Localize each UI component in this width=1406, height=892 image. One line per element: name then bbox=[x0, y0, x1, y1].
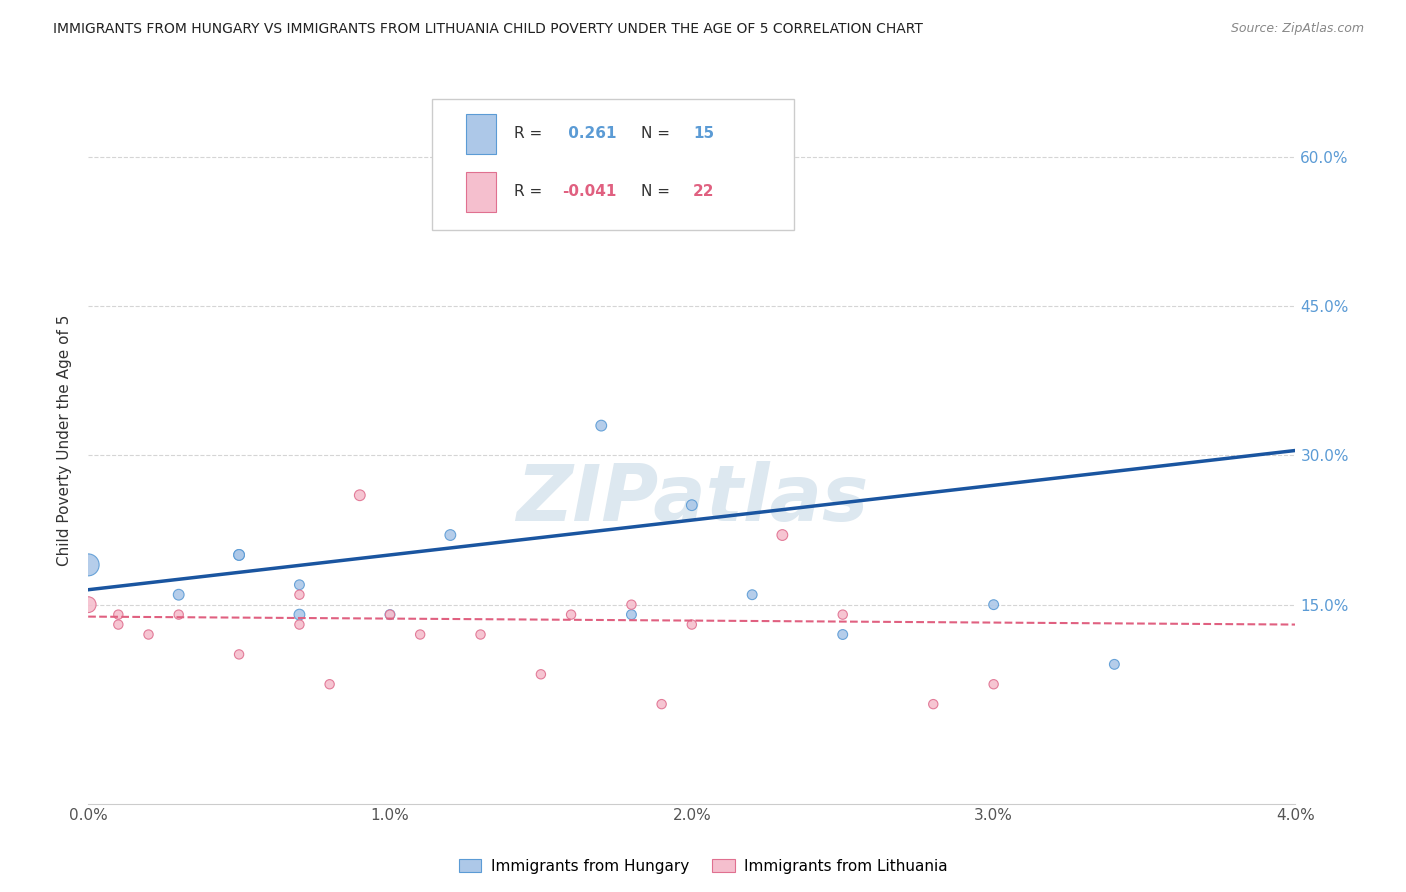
Text: IMMIGRANTS FROM HUNGARY VS IMMIGRANTS FROM LITHUANIA CHILD POVERTY UNDER THE AGE: IMMIGRANTS FROM HUNGARY VS IMMIGRANTS FR… bbox=[53, 22, 924, 37]
Point bbox=[288, 578, 311, 592]
Point bbox=[560, 607, 582, 622]
Point bbox=[228, 648, 250, 662]
Point bbox=[228, 548, 250, 562]
Y-axis label: Child Poverty Under the Age of 5: Child Poverty Under the Age of 5 bbox=[58, 315, 72, 566]
FancyBboxPatch shape bbox=[465, 172, 496, 211]
FancyBboxPatch shape bbox=[465, 114, 496, 153]
Point bbox=[167, 588, 190, 602]
Point bbox=[681, 617, 703, 632]
Text: N =: N = bbox=[641, 185, 675, 199]
Point bbox=[409, 627, 432, 641]
Point bbox=[620, 607, 643, 622]
Point bbox=[681, 498, 703, 512]
Point bbox=[107, 607, 129, 622]
Text: R =: R = bbox=[515, 185, 547, 199]
Point bbox=[591, 418, 613, 433]
Point bbox=[167, 607, 190, 622]
Point bbox=[318, 677, 340, 691]
Point bbox=[620, 598, 643, 612]
Point bbox=[741, 588, 763, 602]
Point bbox=[1104, 657, 1126, 672]
Point bbox=[77, 558, 100, 572]
Point bbox=[983, 598, 1005, 612]
Text: -0.041: -0.041 bbox=[562, 185, 617, 199]
Point bbox=[288, 588, 311, 602]
Point bbox=[470, 627, 492, 641]
Point bbox=[770, 528, 793, 542]
Text: 22: 22 bbox=[693, 185, 714, 199]
Legend: Immigrants from Hungary, Immigrants from Lithuania: Immigrants from Hungary, Immigrants from… bbox=[453, 853, 953, 880]
Point bbox=[349, 488, 371, 502]
Point bbox=[77, 598, 100, 612]
Text: N =: N = bbox=[641, 127, 675, 141]
Text: 15: 15 bbox=[693, 127, 714, 141]
Point bbox=[107, 617, 129, 632]
Point bbox=[530, 667, 553, 681]
Point bbox=[983, 677, 1005, 691]
Text: R =: R = bbox=[515, 127, 547, 141]
Point bbox=[922, 697, 945, 711]
Text: 0.261: 0.261 bbox=[562, 127, 616, 141]
Point bbox=[831, 627, 853, 641]
Point bbox=[288, 607, 311, 622]
Point bbox=[288, 617, 311, 632]
Text: Source: ZipAtlas.com: Source: ZipAtlas.com bbox=[1230, 22, 1364, 36]
Point bbox=[439, 528, 461, 542]
Point bbox=[228, 548, 250, 562]
Point bbox=[470, 150, 492, 164]
Point bbox=[378, 607, 401, 622]
Point bbox=[378, 607, 401, 622]
FancyBboxPatch shape bbox=[432, 99, 794, 230]
Point bbox=[831, 607, 853, 622]
Text: ZIPatlas: ZIPatlas bbox=[516, 460, 868, 537]
Point bbox=[138, 627, 160, 641]
Point bbox=[651, 697, 673, 711]
